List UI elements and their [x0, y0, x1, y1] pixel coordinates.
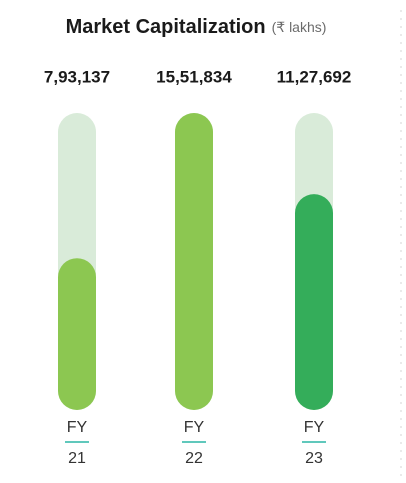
- chart-heading: Market Capitalization (₹ lakhs): [66, 16, 327, 38]
- value-label: 7,93,137: [44, 67, 110, 86]
- x-tick-label: FY 23: [304, 419, 325, 467]
- value-label: 15,51,834: [156, 67, 232, 86]
- bar: [58, 258, 96, 410]
- chart-subtitle: (₹ lakhs): [272, 19, 327, 35]
- bar: [295, 194, 333, 410]
- bar: [175, 113, 213, 410]
- x-tick-label: FY 22: [184, 419, 205, 467]
- value-label: 11,27,692: [277, 67, 352, 86]
- chart-title: Market Capitalization: [66, 16, 266, 38]
- x-tick-label: FY 21: [67, 419, 88, 467]
